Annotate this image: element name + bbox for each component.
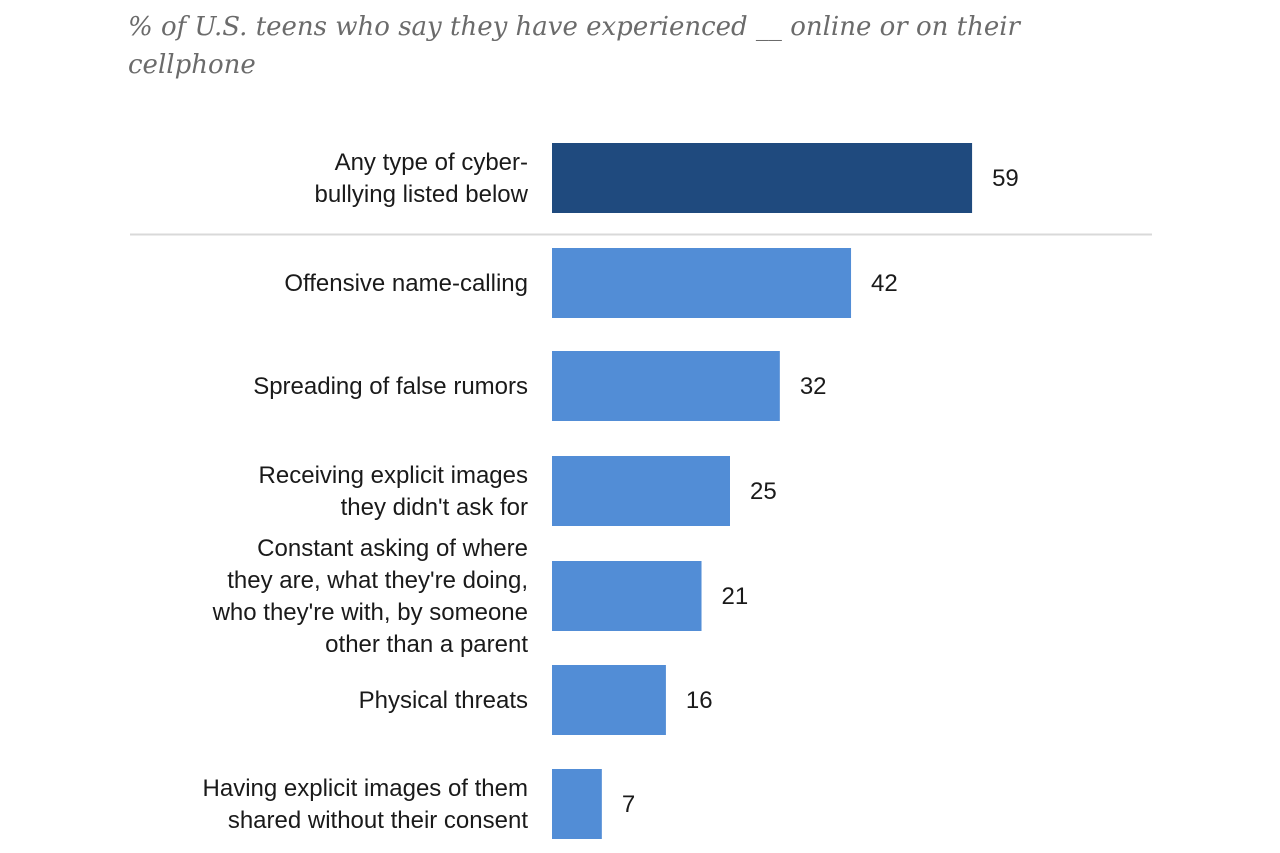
category-label-line: Any type of cyber- [335, 149, 528, 176]
category-label-6: Having explicit images of them shared wit… [203, 775, 529, 834]
value-label-6: 7 [622, 791, 635, 818]
category-label-line: Receiving explicit images [259, 462, 528, 489]
category-label-3: Receiving explicit images they didn't ask… [259, 462, 528, 521]
category-label-2: Spreading of false rumors [253, 373, 528, 400]
category-label-line: Physical threats [359, 687, 528, 714]
value-label-1: 42 [871, 270, 898, 297]
category-label-line: Offensive name-calling [284, 270, 528, 297]
chart-subtitle: % of U.S. teens who say they have experi… [128, 12, 1020, 80]
category-label-1: Offensive name-calling [284, 270, 528, 297]
bar-3 [552, 456, 730, 526]
value-label-4: 21 [722, 583, 749, 610]
bars [552, 143, 973, 839]
value-label-0: 59 [992, 165, 1019, 192]
category-label-line: shared without their consent [228, 807, 529, 834]
category-label-0: Any type of cyber-bullying listed below [315, 149, 529, 208]
category-label-line: Having explicit images of them [203, 775, 528, 802]
category-label-line: other than a parent [325, 631, 528, 658]
value-label-2: 32 [800, 373, 827, 400]
category-label-line: Constant asking of where [257, 535, 528, 562]
bar-1 [552, 248, 852, 318]
category-label-5: Physical threats [359, 687, 528, 714]
value-label-3: 25 [750, 478, 777, 505]
category-label-line: bullying listed below [315, 181, 529, 208]
category-label-line: who they're with, by someone [212, 599, 528, 626]
category-label-line: they didn't ask for [341, 494, 528, 521]
category-label-4: Constant asking of where they are, what t… [212, 535, 529, 658]
category-label-line: they are, what they're doing, [227, 567, 528, 594]
bar-5 [552, 665, 666, 735]
value-label-5: 16 [686, 687, 713, 714]
bar-2 [552, 351, 780, 421]
category-label-line: Spreading of false rumors [253, 373, 528, 400]
bar-0 [552, 143, 973, 213]
bar-4 [552, 561, 702, 631]
bar-6 [552, 769, 602, 839]
value-labels: 59 42 32 25 21 16 7 [622, 165, 1019, 818]
category-labels: Any type of cyber-bullying listed below O… [203, 149, 529, 834]
